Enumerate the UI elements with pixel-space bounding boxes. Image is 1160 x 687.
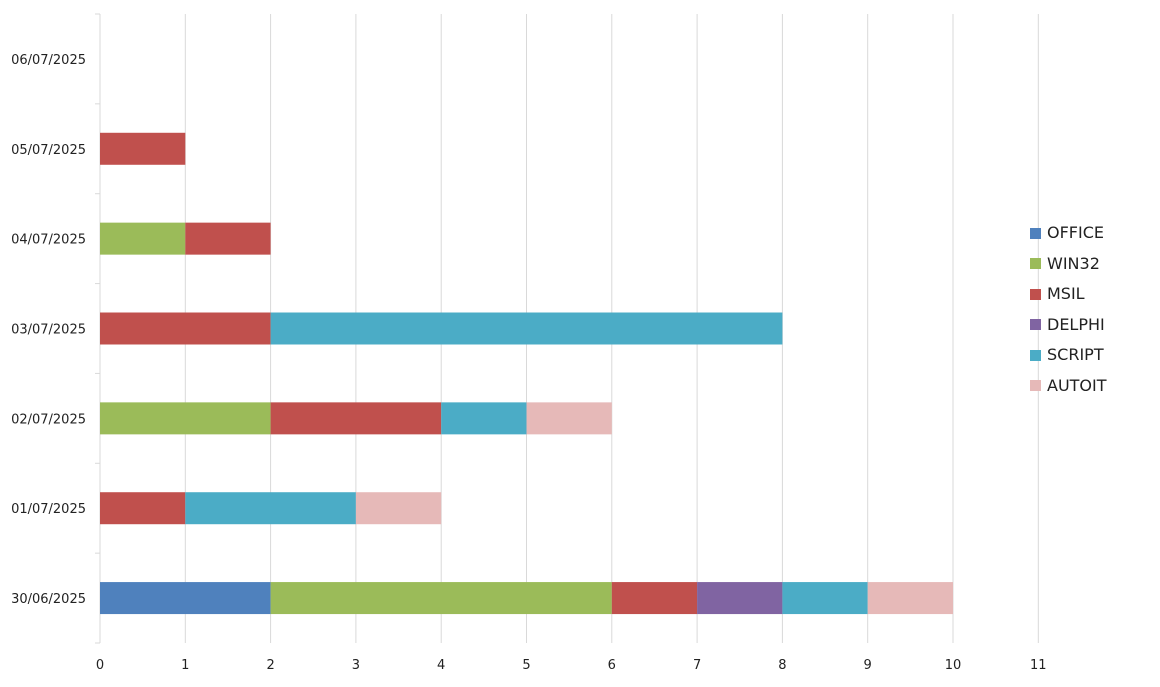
- legend-item-script: SCRIPT: [1030, 340, 1107, 371]
- bar-segment-autoit: [355, 492, 442, 525]
- bar-segment-msil: [100, 132, 186, 165]
- y-tick-label: 06/07/2025: [11, 53, 86, 68]
- y-tick-label: 30/06/2025: [11, 592, 86, 607]
- y-tick-label: 04/07/2025: [11, 233, 86, 248]
- x-tick-label: 8: [778, 658, 786, 673]
- y-tick-labels: 30/06/2025 01/07/2025 02/07/2025 03/07/2025…: [11, 53, 86, 607]
- x-tick-label: 0: [96, 658, 104, 673]
- x-tick-label: 6: [608, 658, 616, 673]
- bar-segment-msil: [185, 222, 271, 255]
- bar-segment-script: [441, 402, 527, 435]
- legend-item-msil: MSIL: [1030, 279, 1107, 310]
- bar-segment-win32: [100, 222, 186, 255]
- legend-swatch: [1030, 288, 1041, 300]
- x-tick-label: 7: [693, 658, 701, 673]
- legend: OFFICE WIN32 MSIL DELPHI SCRIPT AUTOIT: [1030, 218, 1107, 401]
- bar-segment-msil: [611, 582, 698, 615]
- legend-swatch: [1030, 227, 1041, 239]
- y-tick-label: 03/07/2025: [11, 323, 86, 338]
- legend-swatch: [1030, 349, 1041, 361]
- axes: [95, 13, 101, 644]
- bar-segment-script: [270, 312, 783, 345]
- legend-label: MSIL: [1047, 284, 1085, 304]
- bar-segment-script: [185, 492, 356, 525]
- y-tick-label: 02/07/2025: [11, 412, 86, 427]
- legend-label: OFFICE: [1047, 223, 1104, 243]
- bar-segment-msil: [100, 492, 186, 525]
- x-tick-label: 3: [352, 658, 360, 673]
- legend-label: SCRIPT: [1047, 345, 1104, 365]
- legend-swatch: [1030, 258, 1041, 270]
- legend-swatch: [1030, 319, 1041, 331]
- legend-label: WIN32: [1047, 253, 1100, 273]
- legend-item-office: OFFICE: [1030, 218, 1107, 249]
- bar-segment-script: [782, 582, 868, 615]
- bars: [100, 132, 953, 615]
- bar-segment-delphi: [697, 582, 783, 615]
- x-tick-label: 1: [181, 658, 189, 673]
- x-tick-label: 4: [437, 658, 445, 673]
- x-tick-label: 9: [864, 658, 872, 673]
- x-tick-label: 5: [522, 658, 530, 673]
- bar-segment-win32: [100, 402, 271, 435]
- legend-item-autoit: AUTOIT: [1030, 371, 1107, 402]
- legend-item-win32: WIN32: [1030, 249, 1107, 280]
- legend-swatch: [1030, 380, 1041, 392]
- y-tick-label: 01/07/2025: [11, 502, 86, 517]
- x-tick-label: 2: [266, 658, 274, 673]
- legend-label: AUTOIT: [1047, 375, 1107, 395]
- bar-segment-msil: [100, 312, 271, 345]
- y-tick-label: 05/07/2025: [11, 143, 86, 158]
- legend-label: DELPHI: [1047, 314, 1105, 334]
- bar-segment-win32: [270, 582, 612, 615]
- x-tick-label: 10: [945, 658, 962, 673]
- x-tick-label: 11: [1030, 658, 1047, 673]
- bar-segment-autoit: [526, 402, 612, 435]
- bar-segment-msil: [270, 402, 442, 435]
- bar-segment-autoit: [867, 582, 953, 615]
- bar-segment-office: [100, 582, 271, 615]
- legend-item-delphi: DELPHI: [1030, 310, 1107, 341]
- x-tick-labels: 0 1 2 3 4 5 6 7 8 9 10 11: [96, 658, 1047, 673]
